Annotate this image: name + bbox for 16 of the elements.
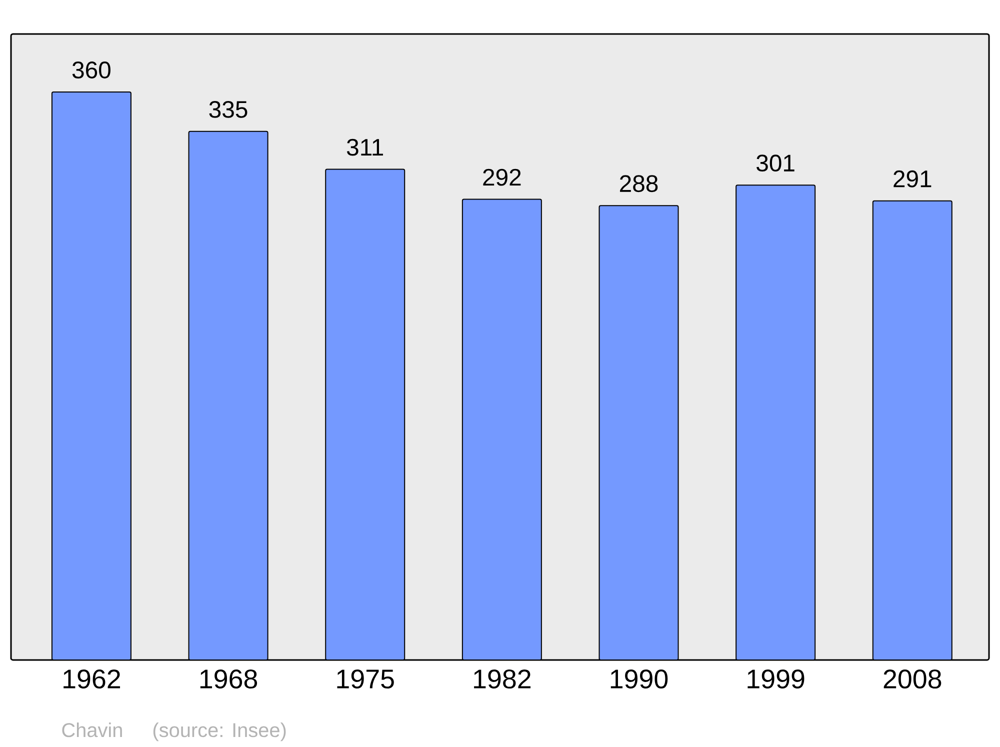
data-label: 292 xyxy=(483,168,521,186)
x-tick-label: 1990 xyxy=(610,670,668,689)
x-tick-label: 1975 xyxy=(337,670,394,689)
x-tick-label: 2008 xyxy=(884,670,942,689)
data-label: 288 xyxy=(620,175,658,192)
data-label: 301 xyxy=(756,154,794,172)
x-tick-label: 1962 xyxy=(64,670,120,689)
x-tick-label: 1982 xyxy=(474,670,530,689)
data-label: 311 xyxy=(346,138,383,156)
text: (source: Insee) xyxy=(153,722,286,742)
data-label: 291 xyxy=(894,170,932,188)
data-label: 360 xyxy=(72,62,110,78)
text: Chavin xyxy=(62,722,122,738)
data-label: 335 xyxy=(209,100,248,118)
x-tick-label: 1999 xyxy=(748,670,804,689)
x-tick-label: 1968 xyxy=(200,670,258,689)
